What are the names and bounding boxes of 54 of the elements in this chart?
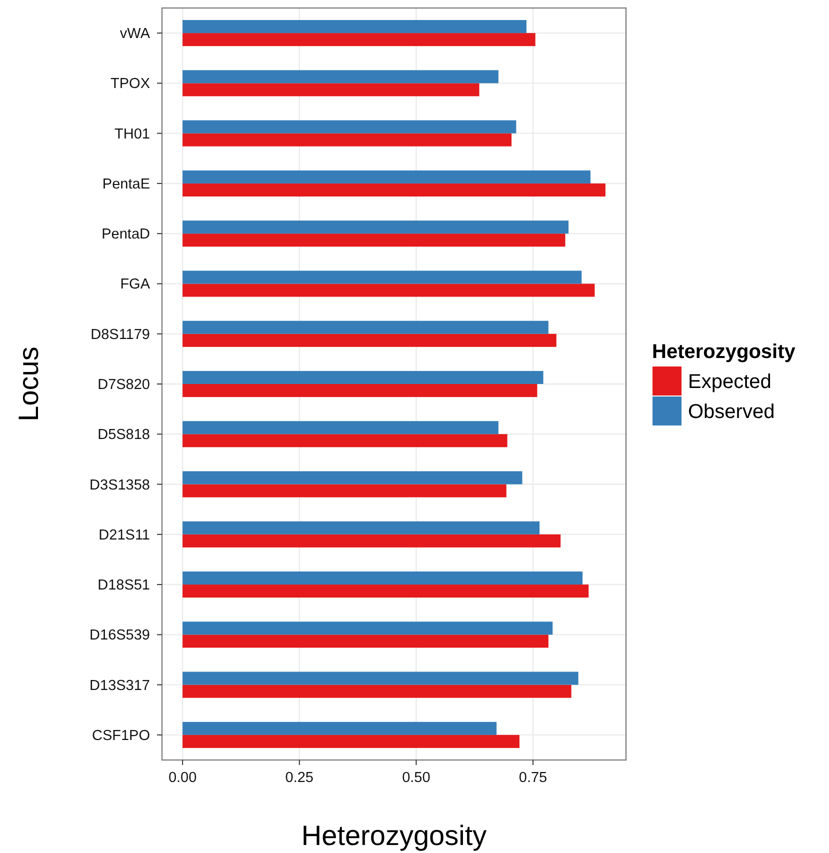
bar <box>182 534 561 548</box>
bar <box>182 421 498 434</box>
bar <box>182 284 595 297</box>
y-tick-label: D18S51 <box>98 578 150 594</box>
bar <box>182 484 506 498</box>
bar <box>182 634 548 648</box>
bar <box>182 734 520 748</box>
bar <box>182 83 480 96</box>
y-tick-label: PentaE <box>102 176 150 192</box>
bar <box>182 684 572 698</box>
bar <box>182 370 544 384</box>
y-tick-label: D16S539 <box>90 628 150 644</box>
bar <box>182 120 516 134</box>
y-axis-title: Locus <box>13 346 44 422</box>
x-tick-label: 0.50 <box>402 770 430 786</box>
bar <box>182 471 522 484</box>
y-tick-label: vWA <box>120 26 150 42</box>
x-tick-label: 0.00 <box>168 770 197 786</box>
y-tick-label: D3S1358 <box>90 477 150 494</box>
bar <box>182 521 540 534</box>
bar <box>182 220 569 234</box>
x-axis-title: Heterozygosity <box>301 820 487 851</box>
bar <box>182 584 589 598</box>
bar <box>182 133 512 146</box>
bar <box>182 572 583 585</box>
y-tick-label: D8S1179 <box>90 326 150 343</box>
bar <box>182 170 590 184</box>
y-tick-label: D21S11 <box>98 527 150 544</box>
y-tick-label: CSF1PO <box>92 728 150 744</box>
bar <box>182 70 498 84</box>
bar <box>182 334 556 347</box>
x-tick-label: 0.75 <box>518 770 548 786</box>
y-tick-label: TPOX <box>110 76 150 92</box>
x-tick-label: 0.25 <box>285 770 314 786</box>
legend-label: Expected <box>688 371 772 393</box>
legend-label: Observed <box>688 401 775 423</box>
y-tick-label: D7S820 <box>98 377 150 393</box>
bar <box>182 622 553 635</box>
bar <box>182 33 536 46</box>
bar <box>182 722 497 735</box>
y-tick-label: D5S818 <box>98 427 150 444</box>
y-tick-label: TH01 <box>114 126 150 142</box>
bar <box>182 320 548 334</box>
y-tick-label: FGA <box>120 276 150 293</box>
legend-title: Heterozygosity <box>652 341 796 363</box>
bar <box>182 434 508 448</box>
bar <box>182 234 566 247</box>
y-tick-label: PentaD <box>102 226 150 243</box>
y-tick-label: D13S317 <box>90 678 150 694</box>
bar <box>182 672 578 685</box>
bar <box>182 20 526 34</box>
bar <box>182 384 538 398</box>
bar <box>182 183 606 196</box>
bar <box>182 270 582 284</box>
